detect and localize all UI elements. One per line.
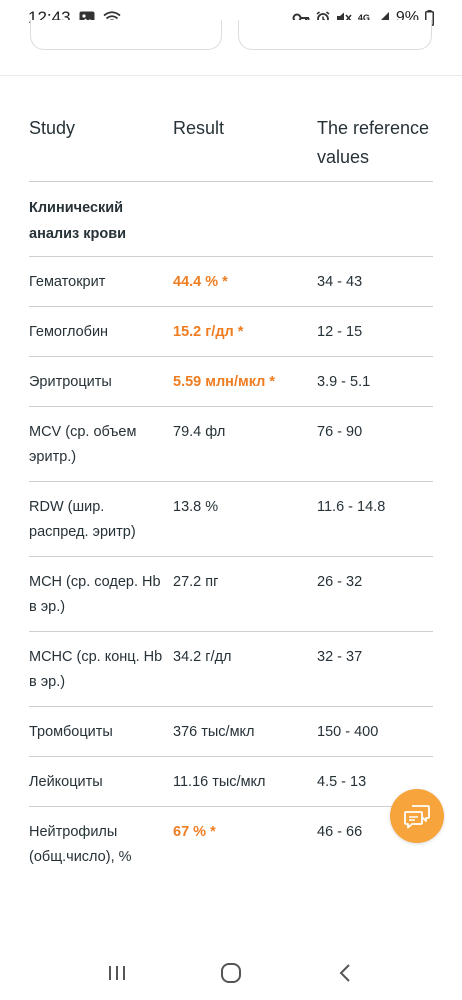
chat-icon: [403, 803, 431, 829]
row-study: RDW (шир. распред. эритр): [29, 495, 173, 556]
row-reference: 26 - 32: [317, 574, 363, 590]
header-result: Result: [173, 118, 225, 138]
section-title: Клинический анализ крови: [29, 182, 433, 257]
recent-apps-button[interactable]: [97, 953, 137, 993]
row-result: 376 тыс/мкл: [173, 724, 255, 740]
row-reference: 150 - 400: [317, 724, 379, 740]
row-study-line1: MCV (ср. объем: [29, 424, 137, 440]
row-result: 34.2 г/дл: [173, 649, 232, 665]
table-row: MCV (ср. объем эритр.) 79.4 фл 76 - 90: [29, 407, 433, 482]
row-study: MCV (ср. объем эритр.): [29, 420, 173, 481]
back-button[interactable]: [325, 953, 365, 993]
header-study: Study: [29, 118, 76, 138]
4g-lte-icon: 4G: [357, 12, 370, 23]
table-row: MCH (ср. содер. Hb в эр.) 27.2 пг 26 - 3…: [29, 557, 433, 632]
row-study-line2: в эр.): [29, 674, 66, 690]
row-study-line1: Лейкоциты: [29, 774, 103, 790]
row-reference: 32 - 37: [317, 649, 363, 665]
row-result: 13.8 %: [173, 499, 219, 515]
table-row: RDW (шир. распред. эритр) 13.8 % 11.6 - …: [29, 482, 433, 557]
table-row: MCHC (ср. конц. Hb в эр.) 34.2 г/дл 32 -…: [29, 632, 433, 707]
row-study-line1: Тромбоциты: [29, 724, 113, 740]
table-row: Гемоглобин 15.2 г/дл * 12 - 15: [29, 307, 433, 357]
row-study: MCH (ср. содер. Hb в эр.): [29, 570, 173, 631]
row-result: 5.59 млн/мкл *: [173, 374, 276, 390]
row-study: Тромбоциты: [29, 720, 173, 756]
home-icon: [220, 962, 242, 984]
table-header: Study Result The reference values: [29, 96, 433, 182]
row-study: Эритроциты: [29, 370, 173, 406]
row-study-line1: Гемоглобин: [29, 324, 109, 340]
chat-button[interactable]: [390, 789, 444, 843]
header-reference-line1: The reference: [317, 118, 430, 138]
row-reference: 12 - 15: [317, 324, 363, 340]
row-reference: 3.9 - 5.1: [317, 374, 371, 390]
row-study-line1: MCHC (ср. конц. Hb: [29, 649, 163, 665]
row-study-line1: RDW (шир.: [29, 499, 105, 515]
home-button[interactable]: [211, 953, 251, 993]
row-study-line2: распред. эритр): [29, 524, 136, 540]
system-nav-bar: [0, 946, 462, 1000]
top-card-left[interactable]: [30, 20, 222, 50]
row-result: 15.2 г/дл *: [173, 324, 244, 340]
top-cards: [0, 20, 462, 52]
row-result: 44.4 % *: [173, 274, 228, 290]
row-result: 27.2 пг: [173, 574, 219, 590]
row-study: MCHC (ср. конц. Hb в эр.): [29, 645, 173, 706]
row-study: Нейтрофилы (общ.число), %: [29, 820, 173, 882]
row-study-line1: MCH (ср. содер. Hb: [29, 574, 161, 590]
table-row: Лейкоциты 11.16 тыс/мкл 4.5 - 13: [29, 757, 433, 807]
row-result: 79.4 фл: [173, 424, 226, 440]
row-study-line1: Нейтрофилы: [29, 824, 118, 840]
row-study: Лейкоциты: [29, 770, 173, 806]
row-reference: 34 - 43: [317, 274, 363, 290]
row-study-line1: Эритроциты: [29, 374, 112, 390]
row-study: Гемоглобин: [29, 320, 173, 356]
row-reference: 11.6 - 14.8: [317, 499, 386, 515]
back-icon: [338, 963, 352, 983]
row-study-line2: (общ.число), %: [29, 849, 132, 865]
section-title-line1: Клинический: [29, 200, 124, 216]
table-row: Гематокрит 44.4 % * 34 - 43: [29, 257, 433, 307]
recent-apps-icon: [107, 964, 127, 982]
top-card-right[interactable]: [238, 20, 432, 50]
row-result: 11.16 тыс/мкл: [173, 774, 266, 790]
section-title-line2: анализ крови: [29, 226, 127, 242]
top-divider: [0, 75, 462, 76]
row-study-line2: эритр.): [29, 449, 77, 465]
network-label: 4G: [357, 12, 370, 23]
row-reference: 76 - 90: [317, 424, 363, 440]
row-study-line2: в эр.): [29, 599, 66, 615]
table-row: Нейтрофилы (общ.число), % 67 % * 46 - 66: [29, 807, 433, 882]
table-row: Тромбоциты 376 тыс/мкл 150 - 400: [29, 707, 433, 757]
header-reference-line2: values: [317, 147, 370, 167]
row-study: Гематокрит: [29, 270, 173, 306]
row-study-line1: Гематокрит: [29, 274, 106, 290]
table-row: Эритроциты 5.59 млн/мкл * 3.9 - 5.1: [29, 357, 433, 407]
row-reference: 4.5 - 13: [317, 774, 367, 790]
results-table: Study Result The reference values Клинич…: [29, 96, 433, 882]
header-reference: The reference values: [317, 114, 433, 181]
row-reference: 46 - 66: [317, 824, 363, 840]
row-result: 67 % *: [173, 824, 216, 840]
